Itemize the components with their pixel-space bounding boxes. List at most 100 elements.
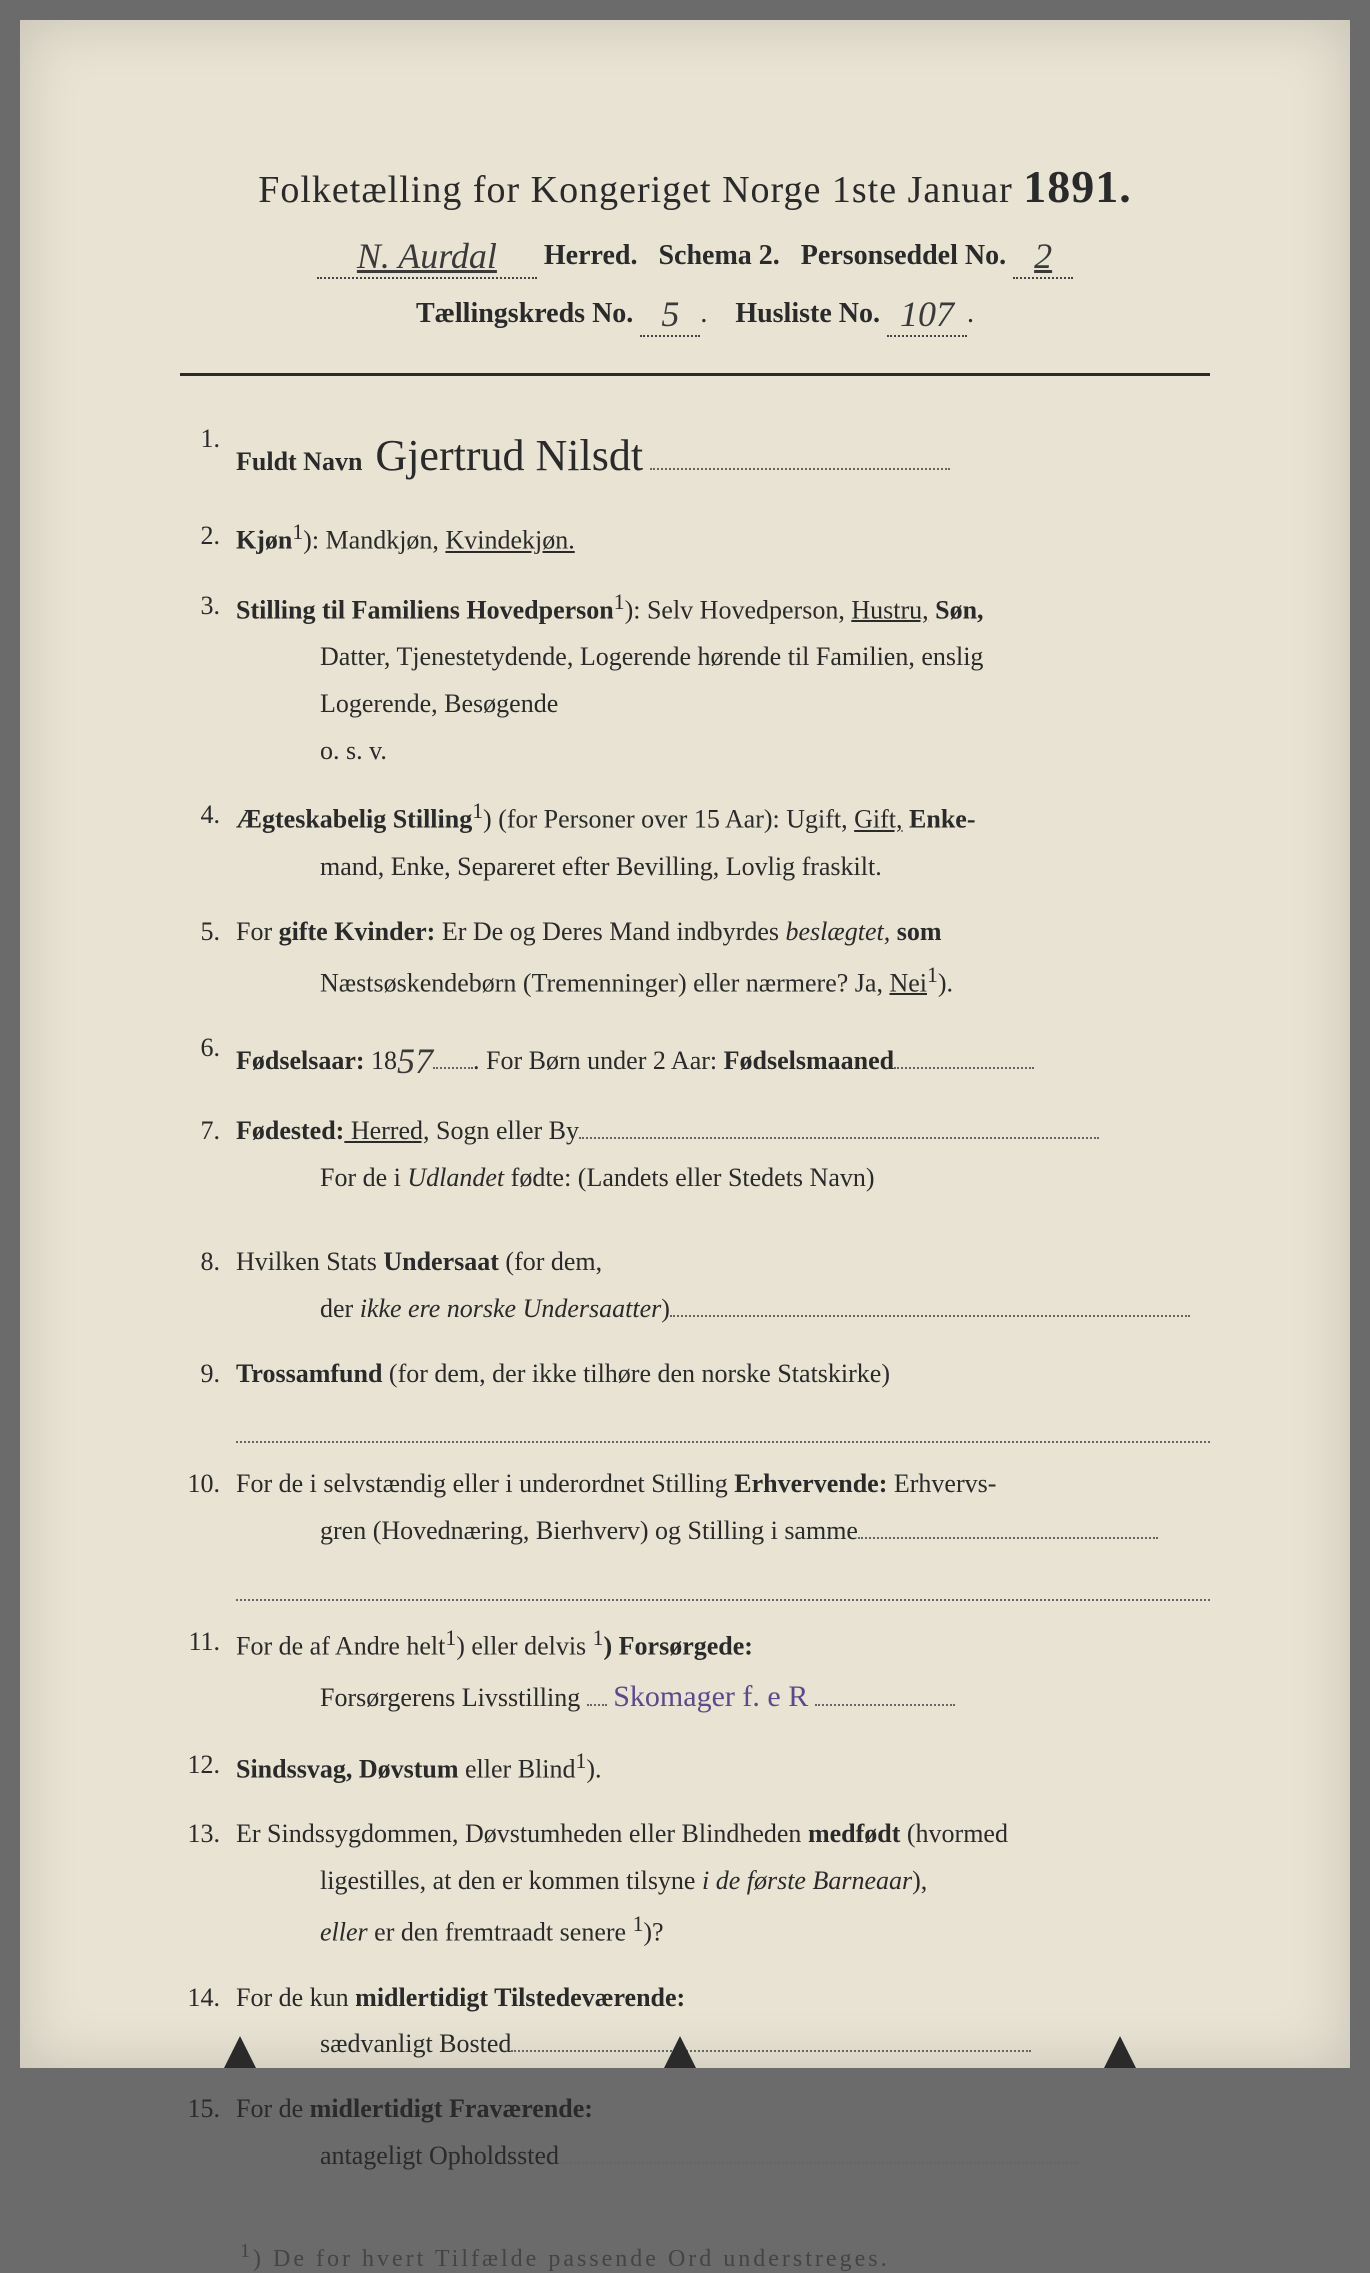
text2: (hvormed <box>900 1819 1008 1848</box>
text1: For de kun <box>236 1983 355 2012</box>
item-14: 14. For de kun midlertidigt Tilstedevære… <box>180 1975 1210 2069</box>
item-3: 3. Stilling til Familiens Hovedperson1):… <box>180 583 1210 775</box>
fodested-label: Fødested: <box>236 1116 344 1145</box>
stilling-label: Stilling til Familiens Hovedperson <box>236 595 614 624</box>
item-content: For de midlertidigt Fraværende: antageli… <box>236 2086 1210 2180</box>
dotfill <box>587 1704 607 1706</box>
sup: 1 <box>614 590 625 614</box>
item-content: Stilling til Familiens Hovedperson1): Se… <box>236 583 1210 775</box>
line2-text: gren (Hovednæring, Bierhverv) og Stillin… <box>320 1516 858 1545</box>
item-num: 4. <box>180 792 236 890</box>
footnote-text: ) De for hvert Tilfælde passende Ord und… <box>253 2246 890 2272</box>
item-15: 15. For de midlertidigt Fraværende: anta… <box>180 2086 1210 2180</box>
item-content: For de kun midlertidigt Tilstedeværende:… <box>236 1975 1210 2069</box>
line2-text: Forsørgerens Livsstilling <box>320 1683 580 1712</box>
text2: (for dem, <box>499 1247 602 1276</box>
mid: midlertidigt Fraværende: <box>310 2094 593 2123</box>
line2b: ). <box>938 968 953 997</box>
line2a: ligestilles, at den er kommen tilsyne <box>320 1866 702 1895</box>
line2: Næstsøskendebørn (Tremenninger) eller næ… <box>236 956 1210 1007</box>
herred-label: Herred. <box>544 240 638 271</box>
item-num: 9. <box>180 1351 236 1443</box>
taellingskreds-label: Tællingskreds No. <box>416 298 633 329</box>
item-content: Hvilken Stats Undersaat (for dem, der ik… <box>236 1239 1210 1333</box>
dotfill <box>815 1704 955 1706</box>
item-12: 12. Sindssvag, Døvstum eller Blind1). <box>180 1742 1210 1793</box>
item-num: 12. <box>180 1742 236 1793</box>
ital: i de første Barneaar <box>702 1866 912 1895</box>
line2: Datter, Tjenestetydende, Logerende høren… <box>236 634 1210 681</box>
text2: Er De og Deres Mand indbyrdes <box>435 917 785 946</box>
line2a: Næstsøskendebørn (Tremenninger) eller næ… <box>320 968 889 997</box>
text2: ) eller delvis <box>456 1631 592 1660</box>
sindssvag-label: Sindssvag, Døvstum <box>236 1755 459 1784</box>
item-num: 1. <box>180 416 236 495</box>
nei: Nei <box>889 968 927 997</box>
line4: o. s. v. <box>236 728 1210 775</box>
maaned: Fødselsmaaned <box>724 1046 894 1075</box>
line2b: ) <box>661 1294 670 1323</box>
sup: 1 <box>576 1749 587 1773</box>
line3: eller er den fremtraadt senere 1)? <box>236 1905 1210 1956</box>
item-num: 8. <box>180 1239 236 1333</box>
fors: ) Forsørgede: <box>604 1631 753 1660</box>
title-prefix: Folketælling for Kongeriget Norge 1ste J… <box>258 169 1013 211</box>
son: Søn, <box>929 595 984 624</box>
item-content: Fødested: Herred, Sogn eller By For de i… <box>236 1108 1210 1202</box>
line2: antageligt Opholdssted <box>236 2133 1210 2180</box>
sup: 1 <box>292 520 303 544</box>
item-8: 8. Hvilken Stats Undersaat (for dem, der… <box>180 1239 1210 1333</box>
text1: ) (for Personer over 15 Aar): Ugift, <box>483 805 854 834</box>
item-content: Ægteskabelig Stilling1) (for Personer ov… <box>236 792 1210 890</box>
hustru: Hustru, <box>851 595 928 624</box>
medfodt: medfødt <box>808 1819 900 1848</box>
line2b: ), <box>912 1866 927 1895</box>
herred-value: N. Aurdal <box>317 235 537 279</box>
kjon-label: Kjøn <box>236 526 292 555</box>
line2: For de i Udlandet fødte: (Landets eller … <box>236 1155 1210 1202</box>
dotfill <box>559 2162 1079 2164</box>
husliste-label: Husliste No. <box>735 298 880 329</box>
item-content: Sindssvag, Døvstum eller Blind1). <box>236 1742 1210 1793</box>
form-items: 1. Fuldt Navn Gjertrud Nilsdt 2. Kjøn1):… <box>180 416 1210 2180</box>
dotfill <box>511 2050 1031 2052</box>
line2: gren (Hovednæring, Bierhverv) og Stillin… <box>236 1508 1210 1555</box>
line2: ligestilles, at den er kommen tilsyne i … <box>236 1858 1210 1905</box>
text2: Erhvervs- <box>887 1469 996 1498</box>
item-num: 14. <box>180 1975 236 2069</box>
line2-text: antageligt Opholdssted <box>320 2141 559 2170</box>
item-10: 10. For de i selvstændig eller i underor… <box>180 1461 1210 1600</box>
text1: For <box>236 917 279 946</box>
dotfill <box>858 1537 1158 1539</box>
sup: 1 <box>445 1626 456 1650</box>
item-7: 7. Fødested: Herred, Sogn eller By For d… <box>180 1108 1210 1202</box>
item-num: 11. <box>180 1619 236 1724</box>
item-content: Er Sindssygdommen, Døvstumheden eller Bl… <box>236 1811 1210 1956</box>
line2b: fødte: (Landets eller Stedets Navn) <box>504 1163 874 1192</box>
udlandet: Udlandet <box>407 1163 504 1192</box>
item-content: For de i selvstændig eller i underordnet… <box>236 1461 1210 1600</box>
item-num: 6. <box>180 1025 236 1090</box>
item-6: 6. Fødselsaar: 1857. For Børn under 2 Aa… <box>180 1025 1210 1090</box>
line3a: eller <box>320 1918 368 1947</box>
beslaegtet: beslægtet, <box>786 917 891 946</box>
kvindekjon: Kvindekjøn. <box>445 526 574 555</box>
census-form-page: Folketælling for Kongeriget Norge 1ste J… <box>20 20 1350 2068</box>
line3: Logerende, Besøgende <box>236 681 1210 728</box>
dotfill <box>670 1315 1190 1317</box>
gifte: gifte Kvinder: <box>279 917 436 946</box>
header-rule <box>180 373 1210 376</box>
text2: . For Børn under 2 Aar: <box>473 1046 724 1075</box>
som: som <box>890 917 941 946</box>
item-content: Fuldt Navn Gjertrud Nilsdt <box>236 416 1210 495</box>
line2: mand, Enke, Separeret efter Bevilling, L… <box>236 844 1210 891</box>
item-content: Kjøn1): Mandkjøn, Kvindekjøn. <box>236 513 1210 564</box>
husliste-value: 107 <box>887 293 967 337</box>
form-header: Folketælling for Kongeriget Norge 1ste J… <box>180 160 1210 333</box>
fodselsaar-label: Fødselsaar: <box>236 1046 365 1075</box>
item-content: Trossamfund (for dem, der ikke tilhøre d… <box>236 1351 1210 1443</box>
line2: sædvanligt Bosted <box>236 2021 1210 2068</box>
item-content: For gifte Kvinder: Er De og Deres Mand i… <box>236 909 1210 1007</box>
kjon-text: ): Mandkjøn, <box>303 526 445 555</box>
item-content: For de af Andre helt1) eller delvis 1) F… <box>236 1619 1210 1724</box>
